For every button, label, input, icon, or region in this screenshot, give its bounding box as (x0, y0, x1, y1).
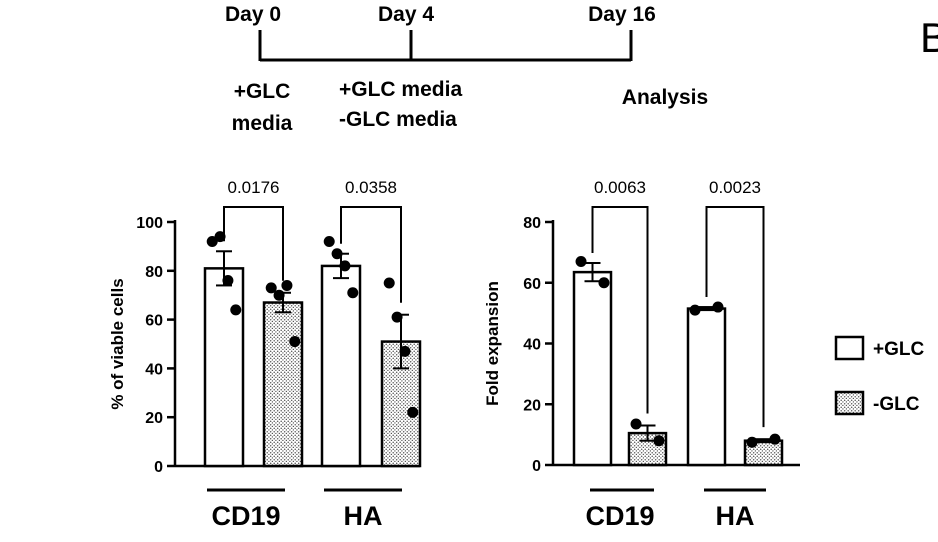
y-tick-label: 20 (523, 397, 541, 414)
group-label: CD19 (585, 501, 654, 531)
significance-bracket (705, 206, 765, 428)
fold-expansion-chart: 0 20 40 60 80 Fold expansion 0.0063 0.0023 CD19 H… (483, 178, 800, 531)
legend-label: +GLC (873, 339, 924, 360)
timeline-note: +GLC media (339, 78, 462, 101)
data-point (281, 279, 293, 291)
timeline-day-label: Day 4 (378, 3, 434, 26)
timeline-day-label: Day 16 (588, 3, 656, 26)
bar (203, 267, 245, 468)
y-axis-label: Fold expansion (483, 281, 502, 406)
timeline-note: +GLC (234, 80, 291, 103)
y-tick-label: 0 (154, 459, 163, 476)
viability-chart: 0 20 40 60 80 100 % of viable cells 0.0176 0.035… (108, 178, 422, 531)
data-point (265, 282, 277, 294)
legend: +GLC -GLC (834, 335, 924, 416)
data-point (630, 418, 642, 430)
timeline-note: -GLC media (339, 108, 457, 131)
legend-swatch-dotted (834, 390, 865, 416)
data-point (689, 304, 701, 316)
group-label: HA (344, 501, 383, 531)
y-tick-label: 100 (136, 215, 163, 232)
significance-bracket (591, 206, 649, 414)
y-tick-label: 20 (145, 410, 163, 427)
y-tick-label: 0 (532, 458, 541, 475)
data-point (214, 231, 226, 243)
data-point (273, 289, 285, 301)
y-tick-label: 60 (145, 313, 163, 330)
y-tick-label: 40 (523, 337, 541, 354)
bar (320, 264, 362, 468)
p-value-label: 0.0358 (345, 178, 397, 197)
data-point (598, 277, 610, 289)
panel-letter: B (920, 14, 938, 61)
y-tick-label: 80 (523, 215, 541, 232)
data-point (222, 275, 234, 287)
data-point (383, 277, 395, 289)
data-point (347, 287, 359, 299)
timeline: Day 0 Day 4 Day 16 +GLC media +GLC media… (225, 3, 708, 135)
legend-swatch-open (834, 335, 865, 361)
data-point (206, 236, 218, 248)
data-point (339, 260, 351, 272)
data-point (399, 345, 411, 357)
data-point (289, 336, 301, 348)
p-value-label: 0.0023 (709, 178, 761, 197)
p-value-label: 0.0063 (594, 178, 646, 197)
significance-bracket (340, 206, 402, 303)
timeline-note: Analysis (622, 86, 708, 109)
bar (572, 270, 613, 467)
significance-bracket (223, 206, 284, 281)
y-tick-label: 60 (523, 276, 541, 293)
data-point (331, 248, 343, 260)
y-tick-label: 40 (145, 361, 163, 378)
data-point (323, 236, 335, 248)
data-point (746, 436, 758, 448)
bar (743, 439, 784, 467)
y-tick-label: 80 (145, 264, 163, 281)
data-point (575, 255, 587, 267)
data-point (407, 406, 419, 418)
data-point (391, 311, 403, 323)
data-point (653, 435, 665, 447)
data-point (230, 304, 242, 316)
timeline-day-label: Day 0 (225, 3, 281, 26)
timeline-note: media (232, 112, 293, 135)
legend-label: -GLC (873, 394, 920, 415)
y-axis-label: % of viable cells (108, 278, 127, 409)
bar (686, 307, 727, 467)
group-label: CD19 (211, 501, 280, 531)
bar (262, 301, 304, 468)
p-value-label: 0.0176 (228, 178, 280, 197)
data-point (769, 433, 781, 445)
data-point (712, 301, 724, 313)
group-label: HA (716, 501, 755, 531)
